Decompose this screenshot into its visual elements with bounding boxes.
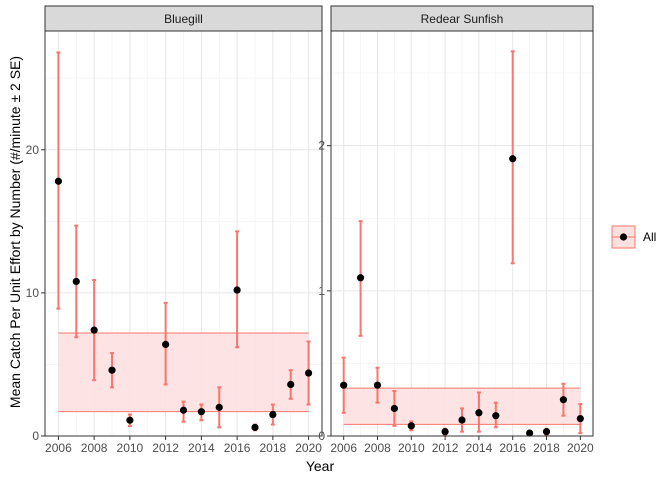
data-point <box>356 274 365 282</box>
data-point <box>108 366 116 374</box>
x-tick-label: 2014 <box>188 441 215 455</box>
data-point <box>126 416 134 424</box>
x-tick-label: 2020 <box>567 441 594 455</box>
data-point <box>576 414 584 423</box>
data-point <box>304 369 313 377</box>
data-point <box>509 155 517 163</box>
panel-title: Redear Sunfish <box>421 12 504 26</box>
data-point <box>287 380 295 389</box>
panel-border <box>330 30 594 437</box>
data-point <box>162 340 170 349</box>
data-point <box>373 381 382 389</box>
panel-border <box>44 30 323 437</box>
data-point <box>215 403 223 411</box>
panel-title: Bluegill <box>164 12 203 26</box>
y-tick-label: 0 <box>32 429 39 443</box>
y-tick-label: 10 <box>26 286 40 300</box>
x-tick-label: 2008 <box>364 441 391 455</box>
legend: All <box>611 225 656 249</box>
data-point <box>90 326 98 334</box>
legend-key-point <box>619 233 628 241</box>
data-point <box>542 428 551 436</box>
x-tick-label: 2018 <box>533 441 560 455</box>
data-point <box>559 396 568 404</box>
legend-key <box>611 225 636 249</box>
data-point <box>179 406 188 414</box>
y-tick-label: 20 <box>26 143 40 157</box>
x-tick-label: 2016 <box>224 441 251 455</box>
x-tick-label: 2020 <box>295 441 322 455</box>
y-tick-label: 1 <box>318 284 325 298</box>
x-tick-label: 2014 <box>466 441 493 455</box>
data-point <box>197 408 205 416</box>
data-marks <box>340 50 584 437</box>
x-tick-label: 2006 <box>330 441 357 455</box>
y-axis-title: Mean Catch Per Unit Effort by Number (#/… <box>7 56 23 408</box>
x-axis-title: Year <box>306 458 335 474</box>
data-point <box>390 404 398 413</box>
data-point <box>233 286 241 294</box>
x-tick-label: 2018 <box>260 441 287 455</box>
legend-label: All <box>643 230 656 244</box>
x-tick-label: 2010 <box>398 441 425 455</box>
x-tick-label: 2016 <box>499 441 526 455</box>
data-marks <box>54 51 313 432</box>
data-point <box>407 422 415 430</box>
x-tick-label: 2010 <box>117 441 144 455</box>
x-tick-label: 2012 <box>152 441 179 455</box>
y-tick-label: 2 <box>318 139 325 153</box>
data-point <box>441 428 449 436</box>
data-point <box>72 277 80 286</box>
x-tick-label: 2008 <box>81 441 108 455</box>
axes: 2006 2008 2010 2012 2014 2016 2018 2020 0 1 2 <box>318 139 594 455</box>
data-point <box>269 410 277 419</box>
data-point <box>54 177 63 185</box>
panel-strip <box>44 5 323 32</box>
data-point <box>492 412 500 420</box>
data-point <box>475 409 483 417</box>
data-point <box>458 416 466 424</box>
x-tick-label: 2006 <box>45 441 72 455</box>
data-point <box>526 429 534 437</box>
y-tick-label: 0 <box>318 429 325 443</box>
data-point <box>340 381 348 389</box>
data-point <box>251 423 259 432</box>
reference-band <box>58 332 309 412</box>
x-tick-label: 2012 <box>432 441 459 455</box>
panel-strip <box>330 5 594 32</box>
